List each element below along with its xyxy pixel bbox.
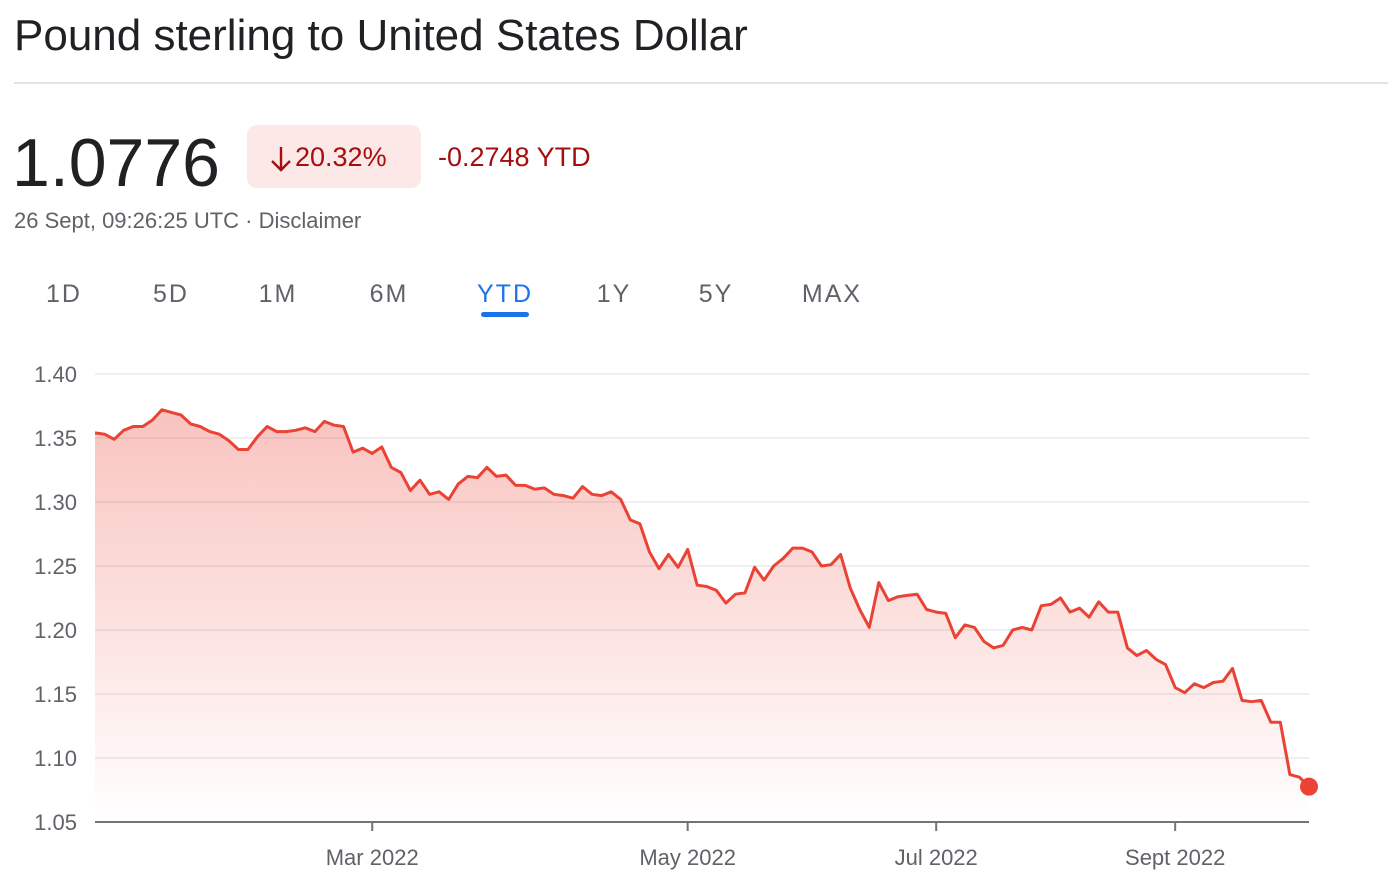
last-point xyxy=(1300,777,1318,796)
active-tab-indicator xyxy=(481,312,529,317)
change-badge xyxy=(247,125,421,188)
y-tick-label: 1.35 xyxy=(34,426,77,451)
range-tab[interactable]: YTD xyxy=(477,280,533,308)
down-arrow-icon xyxy=(271,147,291,172)
range-tab[interactable]: MAX xyxy=(802,280,862,308)
range-tab[interactable]: 1D xyxy=(46,280,82,308)
x-tick-label: Sept 2022 xyxy=(1125,845,1225,870)
range-tab[interactable]: 5Y xyxy=(699,280,734,308)
y-tick-label: 1.10 xyxy=(34,746,77,771)
y-tick-label: 1.20 xyxy=(34,618,77,643)
status[interactable]: 26 Sept, 09:26:25 UTC · Disclaimer xyxy=(14,208,361,233)
y-tick-label: 1.25 xyxy=(34,554,77,579)
y-tick-label: 1.05 xyxy=(34,810,77,835)
range-tab[interactable]: 1M xyxy=(259,280,298,308)
x-tick-label: Jul 2022 xyxy=(895,845,978,870)
x-tick-label: May 2022 xyxy=(639,845,736,870)
range-tabs: 1D 5D 1M 6M YTD 1Y 5Y MAX xyxy=(46,280,862,317)
change-ytd: -0.2748 YTD xyxy=(438,142,591,172)
range-tab[interactable]: 6M xyxy=(370,280,409,308)
chart: 1.05 1.10 1.15 1.20 1.25 1.30 1.35 1.40 Mar 2022… xyxy=(34,362,1318,870)
y-tick-label: 1.30 xyxy=(34,490,77,515)
title: Pound sterling to United States Dollar xyxy=(14,11,748,60)
y-tick-label: 1.40 xyxy=(34,362,77,387)
price: 1.0776 xyxy=(12,125,220,201)
x-tick-label: Mar 2022 xyxy=(326,845,419,870)
range-tab[interactable]: 5D xyxy=(153,280,189,308)
y-tick-label: 1.15 xyxy=(34,682,77,707)
change-percent: 20.32% xyxy=(295,142,387,172)
price-line xyxy=(94,408,1311,788)
area-fill xyxy=(95,409,1309,822)
range-tab[interactable]: 1Y xyxy=(597,280,632,308)
